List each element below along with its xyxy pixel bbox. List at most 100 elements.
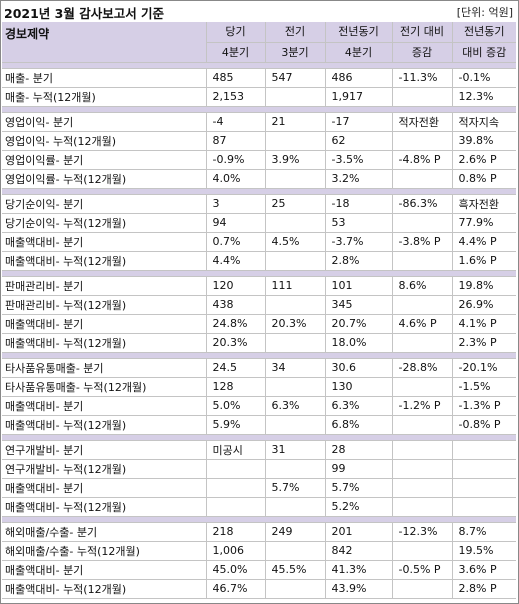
prev-year-cell: 62 xyxy=(325,131,393,151)
prev-year-cell: 5.2% xyxy=(325,497,393,517)
col-prev-year-header: 전년동기 xyxy=(325,22,393,43)
qoq-change-cell xyxy=(392,169,453,189)
qoq-change-cell xyxy=(392,295,453,315)
current-quarter-cell: 24.5 xyxy=(206,358,266,378)
col-current-quarter-subheader: 4분기 xyxy=(206,42,266,63)
current-quarter-cell: 485 xyxy=(206,68,266,88)
current-quarter-cell: 128 xyxy=(206,377,266,397)
yoy-change-cell: -0.8% P xyxy=(452,415,516,435)
table-row: 매출액대비- 분기 24.8% 20.3% 20.7% 4.6% P 4.1% P xyxy=(2,314,516,334)
qoq-change-cell xyxy=(392,459,453,479)
col-qoq-change-subheader: 증감 xyxy=(392,42,453,63)
col-prev-quarter-subheader: 3분기 xyxy=(265,42,326,63)
current-quarter-cell: 1,006 xyxy=(206,541,266,561)
current-quarter-cell: 5.0% xyxy=(206,396,266,416)
table-row: 영업이익- 분기 -4 21 -17 적자전환 적자지속 xyxy=(2,112,516,132)
row-label: 매출액대비- 분기 xyxy=(2,560,207,580)
col-prev-year-subheader: 4분기 xyxy=(325,42,393,63)
table-row: 연구개발비- 누적(12개월) 99 xyxy=(2,459,516,479)
table-row: 매출액대비- 누적(12개월) 4.4% 2.8% 1.6% P xyxy=(2,251,516,271)
yoy-change-cell: -1.5% xyxy=(452,377,516,397)
qoq-change-cell: -12.3% xyxy=(392,522,453,542)
prev-year-cell: 43.9% xyxy=(325,579,393,599)
table-row: 판매관리비- 분기 120 111 101 8.6% 19.8% xyxy=(2,276,516,296)
current-quarter-cell: 24.8% xyxy=(206,314,266,334)
current-quarter-cell: 미공시 xyxy=(206,440,266,460)
prev-quarter-cell: 21 xyxy=(265,112,326,132)
yoy-change-cell: -20.1% xyxy=(452,358,516,378)
yoy-change-cell: -1.3% P xyxy=(452,396,516,416)
prev-quarter-cell xyxy=(265,541,326,561)
prev-quarter-cell xyxy=(265,377,326,397)
financial-table: 경보제약 당기 전기 전년동기 전기 대비 전년동기 4분기 3분기 4분기 증… xyxy=(2,22,516,599)
yoy-change-cell: 0.8% P xyxy=(452,169,516,189)
row-label: 영업이익- 누적(12개월) xyxy=(2,131,207,151)
row-label: 매출액대비- 누적(12개월) xyxy=(2,579,207,599)
yoy-change-cell xyxy=(452,459,516,479)
prev-year-cell: 6.8% xyxy=(325,415,393,435)
qoq-change-cell xyxy=(392,333,453,353)
qoq-change-cell xyxy=(392,579,453,599)
prev-quarter-cell: 4.5% xyxy=(265,232,326,252)
row-label: 매출액대비- 분기 xyxy=(2,232,207,252)
table-body: 매출- 분기 485 547 486 -11.3% -0.1% 매출- 누적(12개월) 2,… xyxy=(2,62,516,599)
yoy-change-cell: 4.4% P xyxy=(452,232,516,252)
prev-year-cell: 101 xyxy=(325,276,393,296)
table-row: 매출- 누적(12개월) 2,153 1,917 12.3% xyxy=(2,87,516,107)
current-quarter-cell: 20.3% xyxy=(206,333,266,353)
current-quarter-cell: 2,153 xyxy=(206,87,266,107)
yoy-change-cell: 흑자전환 xyxy=(452,194,516,214)
table-row: 당기순이익- 분기 3 25 -18 -86.3% 흑자전환 xyxy=(2,194,516,214)
prev-year-cell: 130 xyxy=(325,377,393,397)
company-name-header: 경보제약 xyxy=(2,22,207,63)
yoy-change-cell: 39.8% xyxy=(452,131,516,151)
current-quarter-cell: 0.7% xyxy=(206,232,266,252)
prev-quarter-cell xyxy=(265,251,326,271)
qoq-change-cell: -1.2% P xyxy=(392,396,453,416)
table-row: 영업이익- 누적(12개월) 87 62 39.8% xyxy=(2,131,516,151)
yoy-change-cell: -0.1% xyxy=(452,68,516,88)
yoy-change-cell: 3.6% P xyxy=(452,560,516,580)
qoq-change-cell: -3.8% P xyxy=(392,232,453,252)
table-row: 매출액대비- 누적(12개월) 20.3% 18.0% 2.3% P xyxy=(2,333,516,353)
prev-quarter-cell xyxy=(265,131,326,151)
qoq-change-cell xyxy=(392,541,453,561)
row-label: 매출액대비- 누적(12개월) xyxy=(2,415,207,435)
prev-year-cell: 41.3% xyxy=(325,560,393,580)
prev-quarter-cell xyxy=(265,213,326,233)
prev-year-cell: 5.7% xyxy=(325,478,393,498)
prev-quarter-cell: 25 xyxy=(265,194,326,214)
group-separator xyxy=(2,188,516,195)
yoy-change-cell: 4.1% P xyxy=(452,314,516,334)
table-row: 영업이익률- 분기 -0.9% 3.9% -3.5% -4.8% P 2.6% P xyxy=(2,150,516,170)
prev-year-cell: 20.7% xyxy=(325,314,393,334)
current-quarter-cell: 120 xyxy=(206,276,266,296)
prev-year-cell: -17 xyxy=(325,112,393,132)
unit-label: [단위: 억원] xyxy=(456,6,513,19)
row-label: 영업이익률- 누적(12개월) xyxy=(2,169,207,189)
prev-quarter-cell xyxy=(265,169,326,189)
current-quarter-cell: 438 xyxy=(206,295,266,315)
qoq-change-cell: -11.3% xyxy=(392,68,453,88)
yoy-change-cell: 26.9% xyxy=(452,295,516,315)
yoy-change-cell xyxy=(452,440,516,460)
qoq-change-cell: 4.6% P xyxy=(392,314,453,334)
prev-quarter-cell: 5.7% xyxy=(265,478,326,498)
prev-year-cell: 345 xyxy=(325,295,393,315)
table-row: 타사품유통매출- 분기 24.5 34 30.6 -28.8% -20.1% xyxy=(2,358,516,378)
prev-year-cell: 53 xyxy=(325,213,393,233)
row-label: 매출액대비- 분기 xyxy=(2,396,207,416)
prev-quarter-cell xyxy=(265,87,326,107)
row-label: 타사품유통매출- 분기 xyxy=(2,358,207,378)
prev-quarter-cell xyxy=(265,333,326,353)
prev-year-cell: 486 xyxy=(325,68,393,88)
current-quarter-cell: -4 xyxy=(206,112,266,132)
prev-year-cell: 201 xyxy=(325,522,393,542)
yoy-change-cell: 77.9% xyxy=(452,213,516,233)
prev-quarter-cell: 111 xyxy=(265,276,326,296)
prev-quarter-cell xyxy=(265,415,326,435)
prev-year-cell: 3.2% xyxy=(325,169,393,189)
table-row: 해외매출/수출- 누적(12개월) 1,006 842 19.5% xyxy=(2,541,516,561)
prev-quarter-cell xyxy=(265,579,326,599)
row-label: 매출- 누적(12개월) xyxy=(2,87,207,107)
